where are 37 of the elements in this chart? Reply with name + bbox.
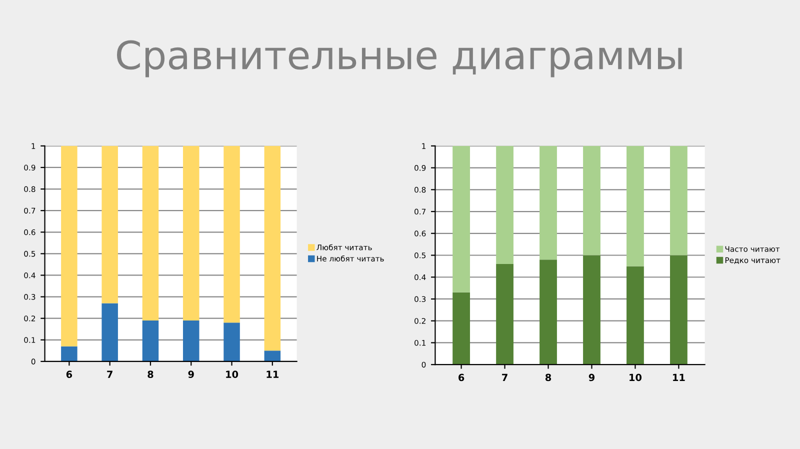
bar: [264, 146, 281, 351]
x-tick-label: 8: [148, 370, 154, 378]
bar: [61, 346, 78, 362]
bar: [496, 146, 514, 264]
bar: [182, 146, 200, 320]
bar: [264, 350, 281, 362]
bar: [102, 303, 118, 362]
bar: [583, 146, 600, 256]
bar: [182, 320, 200, 362]
x-tick-label: 11: [673, 374, 685, 382]
bar: [224, 146, 240, 323]
bar: [540, 146, 557, 260]
x-tick-label: 10: [226, 370, 238, 378]
x-tick-label: 6: [458, 374, 464, 382]
bar: [224, 322, 240, 362]
bar: [452, 292, 470, 365]
bar: [626, 146, 644, 266]
text: Сравнительные диаграммы: [116, 40, 682, 78]
bar: [496, 264, 514, 365]
x-tick-label: 9: [188, 370, 194, 378]
bar: [142, 146, 159, 320]
x-tick-label: 10: [630, 374, 642, 382]
x-tick-label: 9: [588, 374, 595, 382]
bar: [452, 146, 470, 292]
bar: [670, 146, 688, 256]
bar: [626, 266, 644, 365]
bar: [61, 146, 78, 346]
bar: [670, 255, 688, 365]
x-tick-label: 6: [66, 370, 72, 378]
bar: [142, 320, 159, 362]
x-tick-label: 7: [107, 370, 112, 378]
x-tick-label: 7: [502, 374, 508, 382]
bar: [540, 260, 557, 365]
x-tick-label: 11: [266, 370, 279, 378]
bar: [583, 255, 600, 365]
x-tick-label: 8: [545, 374, 552, 382]
bar: [102, 146, 118, 304]
